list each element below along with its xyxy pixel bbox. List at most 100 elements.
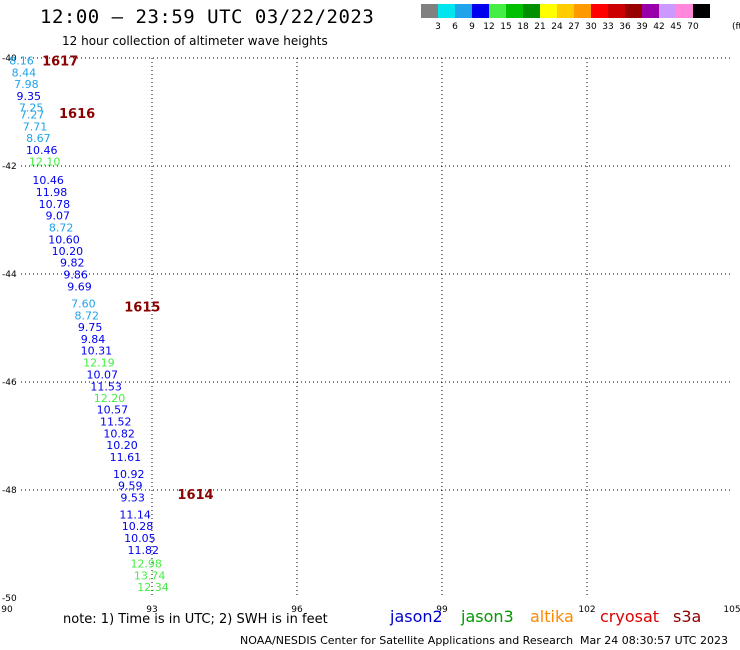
y-tick-label: -48 xyxy=(2,486,17,496)
legend-swatch xyxy=(659,4,676,18)
wave-height-label: 12.20 xyxy=(94,392,126,405)
legend-tick: 21 xyxy=(534,22,546,32)
wave-height-label: 9.69 xyxy=(67,280,92,293)
legend-swatch xyxy=(523,4,540,18)
legend-tick: 45 xyxy=(670,22,682,32)
wave-height-label: 11.53 xyxy=(90,380,122,393)
satellite-name-s3a: s3a xyxy=(673,607,702,626)
wave-height-label: 8.16 xyxy=(9,55,34,68)
legend-swatch xyxy=(438,4,455,18)
x-tick-label: 90 xyxy=(1,605,13,615)
wave-height-label: 11.61 xyxy=(110,451,142,464)
wave-height-label: 9.59 xyxy=(118,480,143,493)
legend-swatch xyxy=(489,4,506,18)
wave-height-label: 12.19 xyxy=(83,357,115,370)
wave-height-label: 13.74 xyxy=(134,569,166,582)
legend-swatch xyxy=(676,4,693,18)
legend-tick: 30 xyxy=(585,22,597,32)
legend-swatch xyxy=(472,4,489,18)
legend-tick: 18 xyxy=(517,22,529,32)
wave-height-label: 9.07 xyxy=(46,210,71,223)
legend-swatch xyxy=(557,4,574,18)
legend-tick: 39 xyxy=(636,22,648,32)
legend-tick: 15 xyxy=(500,22,512,32)
y-tick-label: -50 xyxy=(2,594,17,604)
wave-height-label: 11.52 xyxy=(100,415,132,428)
y-tick-label: -44 xyxy=(2,270,17,280)
color-scale-ticks: 3 6 9 12 15 18 21 24 27 30 33 36 39 42 45 70 xyxy=(421,22,740,34)
x-tick-label: 96 xyxy=(291,605,303,615)
time-label: 1615 xyxy=(124,300,160,315)
wave-height-label: 9.35 xyxy=(17,90,42,103)
wave-height-label: 11.14 xyxy=(119,508,151,521)
satellite-name-altika: altika xyxy=(530,607,574,626)
legend-tick: 3 xyxy=(435,22,441,32)
wave-height-label: 7.71 xyxy=(23,121,48,134)
time-label: 1614 xyxy=(177,488,213,503)
legend-swatch xyxy=(693,4,710,18)
chart-title: 12:00 – 23:59 UTC 03/22/2023 xyxy=(40,6,375,28)
legend-tick: 24 xyxy=(551,22,563,32)
time-label: 1617 xyxy=(42,55,78,70)
color-scale-unit: (ft) xyxy=(732,22,740,32)
legend-swatch xyxy=(506,4,523,18)
time-label: 1616 xyxy=(59,107,95,122)
wave-height-label: 12.10 xyxy=(29,156,61,169)
x-tick-label: 105 xyxy=(723,605,740,615)
y-tick-label: -42 xyxy=(2,162,17,172)
x-tick-label: 102 xyxy=(578,605,595,615)
legend-tick: 36 xyxy=(619,22,631,32)
wave-height-label: 10.60 xyxy=(48,233,80,246)
x-tick-label: 99 xyxy=(436,605,448,615)
legend-swatch xyxy=(642,4,659,18)
legend-tick: 33 xyxy=(602,22,614,32)
legend-swatch xyxy=(591,4,608,18)
footer-note: note: 1) Time is in UTC; 2) SWH is in fe… xyxy=(63,612,328,627)
color-scale-legend xyxy=(421,4,710,18)
legend-swatch xyxy=(455,4,472,18)
wave-height-label: 10.78 xyxy=(39,198,71,211)
wave-height-label: 10.07 xyxy=(86,368,118,381)
legend-swatch xyxy=(421,4,438,18)
wave-height-label: 8.72 xyxy=(49,222,74,235)
legend-swatch xyxy=(540,4,557,18)
wave-height-label: 10.28 xyxy=(122,520,154,533)
wave-height-label: 11.82 xyxy=(128,544,160,557)
wave-height-label: 8.44 xyxy=(12,67,37,80)
wave-height-label: 7.27 xyxy=(20,109,45,122)
legend-swatch xyxy=(608,4,625,18)
legend-swatch xyxy=(625,4,642,18)
wave-height-label: 9.86 xyxy=(63,269,88,282)
wave-height-label: 8.67 xyxy=(26,132,51,145)
legend-tick: 42 xyxy=(653,22,665,32)
satellite-name-cryosat: cryosat xyxy=(600,607,660,626)
wave-height-label: 10.31 xyxy=(81,345,113,358)
wave-height-label: 9.82 xyxy=(60,257,85,270)
wave-height-label: 7.60 xyxy=(71,298,96,311)
wave-height-label: 7.25 xyxy=(19,102,44,115)
satellite-name-jason3: jason3 xyxy=(461,607,514,626)
wave-height-label: 10.57 xyxy=(97,404,129,417)
wave-height-label: 9.75 xyxy=(78,321,103,334)
wave-height-label: 12.98 xyxy=(130,557,162,570)
legend-tick: 6 xyxy=(452,22,458,32)
legend-tick: 12 xyxy=(483,22,495,32)
wave-height-label: 10.46 xyxy=(32,174,64,187)
y-tick-label: -46 xyxy=(2,378,17,388)
satellite-name-jason2: jason2 xyxy=(390,607,443,626)
wave-height-label: 11.98 xyxy=(36,186,68,199)
wave-height-label: 9.53 xyxy=(120,492,145,505)
credit-text: NOAA/NESDIS Center for Satellite Applica… xyxy=(240,634,574,647)
wave-height-label: 7.98 xyxy=(14,78,39,91)
legend-tick: 27 xyxy=(568,22,580,32)
wave-height-label: 10.20 xyxy=(106,439,138,452)
wave-height-label: 10.05 xyxy=(124,532,156,545)
timestamp-text: Mar 24 08:30:57 UTC 2023 xyxy=(580,634,728,647)
chart-subtitle: 12 hour collection of altimeter wave hei… xyxy=(62,34,328,48)
y-tick-label: -40 xyxy=(2,54,17,64)
x-tick-label: 93 xyxy=(146,605,157,615)
wave-height-label: 8.72 xyxy=(75,310,100,323)
wave-height-label: 9.84 xyxy=(81,333,106,346)
wave-height-label: 10.20 xyxy=(52,245,84,258)
